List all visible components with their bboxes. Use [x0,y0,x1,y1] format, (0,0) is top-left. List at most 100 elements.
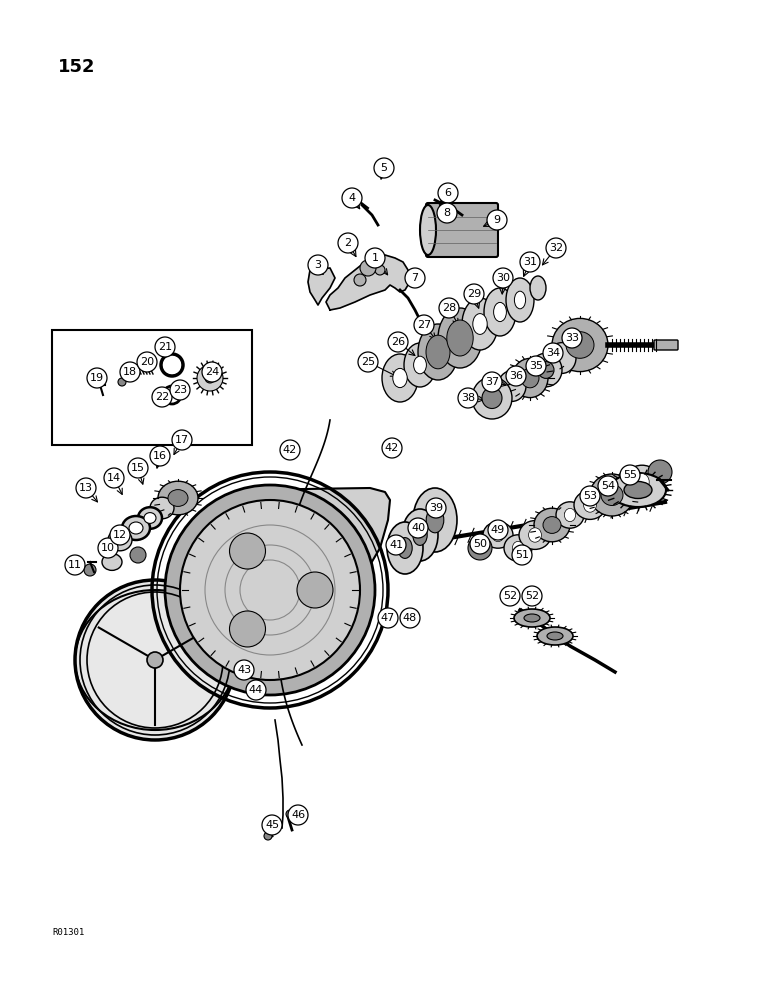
Ellipse shape [534,508,570,542]
Ellipse shape [552,318,608,372]
Circle shape [202,362,222,382]
Text: 23: 23 [173,385,187,395]
Ellipse shape [504,535,532,561]
Text: 22: 22 [155,392,169,402]
Ellipse shape [506,278,534,322]
Circle shape [150,446,170,466]
Circle shape [562,328,582,348]
Ellipse shape [404,343,436,387]
Circle shape [163,356,181,374]
Text: 12: 12 [113,530,127,540]
Ellipse shape [483,522,513,548]
Ellipse shape [566,332,594,358]
Text: 31: 31 [523,257,537,267]
Ellipse shape [438,308,482,368]
Text: 5: 5 [381,163,388,173]
Circle shape [137,352,157,372]
Ellipse shape [610,473,666,507]
Ellipse shape [398,538,412,558]
Ellipse shape [138,507,162,529]
Circle shape [165,388,179,402]
Text: 28: 28 [442,303,456,313]
Circle shape [506,366,526,386]
Text: 52: 52 [503,591,517,601]
Text: 53: 53 [583,491,597,501]
Circle shape [382,438,402,458]
Circle shape [468,536,492,560]
Ellipse shape [514,291,526,309]
Circle shape [297,572,333,608]
Ellipse shape [492,528,504,542]
Ellipse shape [548,343,576,373]
Text: 26: 26 [391,337,405,347]
Circle shape [197,365,223,391]
Circle shape [234,660,254,680]
Ellipse shape [472,377,512,419]
Ellipse shape [108,529,132,551]
Circle shape [120,362,140,382]
Ellipse shape [447,320,473,356]
Text: 40: 40 [411,523,425,533]
Circle shape [388,332,408,352]
Circle shape [374,158,394,178]
Ellipse shape [445,192,455,200]
Ellipse shape [530,353,562,387]
Text: 14: 14 [107,473,121,483]
Circle shape [87,368,107,388]
Circle shape [408,518,428,538]
Text: 34: 34 [546,348,560,358]
Text: 43: 43 [237,665,251,675]
Circle shape [360,260,376,276]
Text: 50: 50 [473,539,487,549]
Ellipse shape [513,541,523,555]
Ellipse shape [402,509,438,561]
Circle shape [84,564,96,576]
Circle shape [580,486,600,506]
Text: 18: 18 [123,367,137,377]
Circle shape [76,478,96,498]
Ellipse shape [420,205,436,255]
Text: 16: 16 [153,451,167,461]
Text: 37: 37 [485,377,499,387]
Circle shape [155,337,175,357]
Ellipse shape [547,632,563,640]
Text: 7: 7 [411,273,418,283]
Circle shape [354,274,366,286]
Circle shape [543,343,563,363]
Circle shape [512,545,532,565]
Circle shape [172,430,192,450]
Circle shape [229,611,266,647]
Circle shape [130,547,146,563]
Text: 4: 4 [348,193,356,203]
Ellipse shape [530,276,546,300]
Circle shape [264,832,272,840]
Ellipse shape [624,482,652,498]
Ellipse shape [493,302,506,322]
Ellipse shape [537,627,573,645]
Text: 49: 49 [491,525,505,535]
Text: 46: 46 [291,810,305,820]
Circle shape [439,298,459,318]
Text: 51: 51 [515,550,529,560]
Text: 21: 21 [158,342,172,352]
Circle shape [286,810,294,818]
Text: 29: 29 [467,289,481,299]
Text: 44: 44 [249,685,263,695]
Ellipse shape [590,474,634,516]
Ellipse shape [498,371,526,401]
Ellipse shape [556,502,584,528]
Text: 45: 45 [265,820,279,830]
Circle shape [205,373,215,383]
Circle shape [118,378,126,386]
Circle shape [229,533,266,569]
Text: 35: 35 [529,361,543,371]
Circle shape [65,555,85,575]
Text: 39: 39 [429,503,443,513]
Text: 19: 19 [90,373,104,383]
Text: 52: 52 [525,591,539,601]
Ellipse shape [574,491,606,519]
Circle shape [437,203,457,223]
Text: 27: 27 [417,320,431,330]
Ellipse shape [150,497,174,519]
Circle shape [375,265,385,275]
